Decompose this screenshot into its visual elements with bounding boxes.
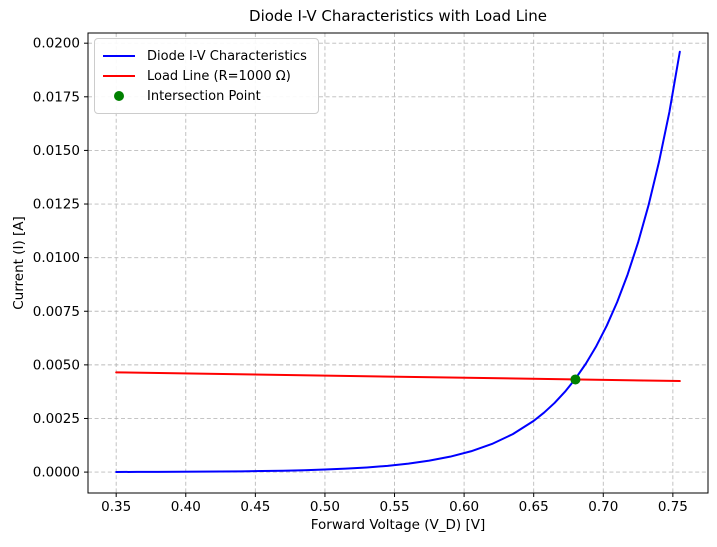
intersection-point-marker — [570, 374, 581, 385]
y-tick-label: 0.0000 — [33, 465, 80, 481]
series-line — [115, 371, 681, 383]
x-tick-label: 0.45 — [240, 499, 270, 515]
blue-line-sample-icon — [103, 55, 135, 57]
legend-item-intersection: Intersection Point — [103, 86, 307, 106]
plot-border — [87, 32, 709, 494]
legend-label-load-line: Load Line (R=1000 Ω) — [147, 68, 291, 84]
x-tick-label: 0.60 — [449, 499, 479, 515]
x-axis-label: Forward Voltage (V_D) [V] — [310, 517, 486, 533]
chart-title: Diode I-V Characteristics with Load Line — [249, 7, 547, 25]
y-tick-label: 0.0200 — [33, 36, 80, 52]
green-dot-sample-icon — [114, 91, 124, 101]
y-tick-label: 0.0100 — [33, 250, 80, 266]
x-tick-label: 0.40 — [171, 499, 201, 515]
y-tick-label: 0.0175 — [33, 89, 80, 105]
y-tick-label: 0.0075 — [33, 304, 80, 320]
y-tick-label: 0.0125 — [33, 197, 80, 213]
legend-item-load-line: Load Line (R=1000 Ω) — [103, 66, 307, 86]
legend-label-diode-curve: Diode I-V Characteristics — [147, 48, 307, 64]
legend-label-intersection: Intersection Point — [147, 88, 261, 104]
legend-item-diode-curve: Diode I-V Characteristics — [103, 46, 307, 66]
legend: Diode I-V Characteristics Load Line (R=1… — [94, 38, 319, 114]
x-tick-label: 0.70 — [588, 499, 618, 515]
y-axis-label: Current (I) [A] — [11, 216, 27, 310]
series-line — [115, 50, 681, 473]
x-tick-label: 0.75 — [658, 499, 688, 515]
red-line-sample-icon — [103, 75, 135, 77]
y-tick-label: 0.0050 — [33, 357, 80, 373]
legend-key — [103, 75, 135, 77]
y-tick-label: 0.0150 — [33, 143, 80, 159]
legend-key — [103, 91, 135, 101]
x-tick-label: 0.50 — [310, 499, 340, 515]
legend-key — [103, 55, 135, 57]
x-tick-label: 0.55 — [379, 499, 409, 515]
x-tick-label: 0.35 — [101, 499, 131, 515]
y-tick-label: 0.0025 — [33, 411, 80, 427]
x-tick-label: 0.65 — [519, 499, 549, 515]
